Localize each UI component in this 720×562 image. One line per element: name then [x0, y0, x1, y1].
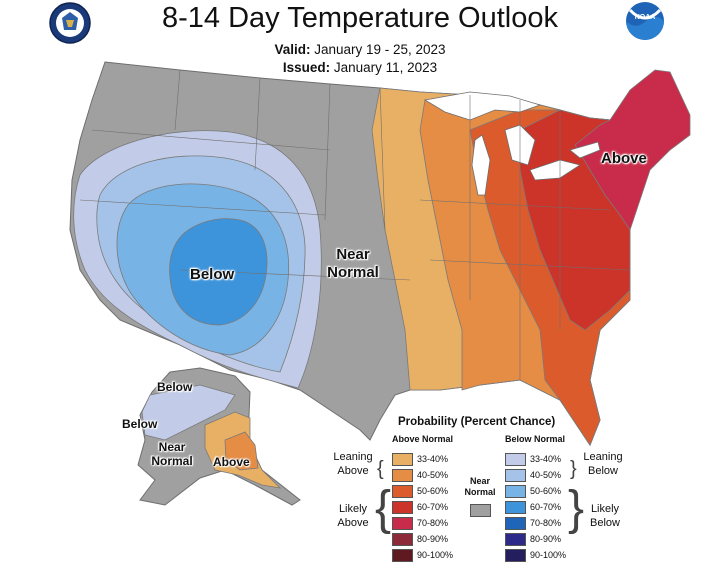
above-bin-swatch [392, 501, 413, 514]
brace-leaning-below: } [570, 458, 577, 480]
brace-likely-below: } [568, 482, 585, 535]
label-conus-near-normal: Near Normal [322, 246, 384, 282]
probability-legend: Probability (Percent Chance) Above Norma… [330, 410, 690, 562]
above-bin-label: 60-70% [417, 502, 449, 512]
leaning-below-line-2: Below [588, 464, 618, 477]
legend-below-header: Below Normal [505, 434, 566, 444]
ak-near-line-1: Near [158, 440, 186, 454]
near-label-line-2: Normal [464, 487, 496, 498]
leaning-below-line-1: Leaning [583, 451, 623, 463]
above-bin-label: 33-40% [417, 454, 449, 464]
valid-line: Valid: January 19 - 25, 2023 [0, 42, 720, 57]
brace-leaning-above: { [377, 458, 384, 480]
likely-below-line-2: Below [590, 516, 620, 529]
above-bin-swatch [392, 517, 413, 530]
above-bin-swatch [392, 453, 413, 466]
likely-above-line-1: Likely [338, 503, 368, 515]
valid-dates: January 19 - 25, 2023 [314, 42, 446, 57]
legend-likely-above: Likely Above [330, 503, 376, 531]
issued-date: January 11, 2023 [333, 60, 438, 75]
state-lines [79, 69, 631, 380]
label-ak-near-normal: Near Normal [150, 440, 194, 469]
leaning-above-line-1: Leaning [333, 451, 373, 463]
legend-above-header: Above Normal [392, 434, 454, 444]
issued-line: Issued: January 11, 2023 [0, 60, 720, 75]
below-bin-swatch [505, 469, 526, 482]
below-bin-swatch [505, 501, 526, 514]
above-bin-swatch [392, 549, 413, 562]
legend-near-normal-swatch [470, 504, 491, 517]
label-ak-below-2: Below [122, 417, 158, 431]
legend-leaning-below: Leaning Below [580, 451, 626, 479]
label-ak-above: Above [213, 455, 250, 469]
above-bin-swatch [392, 469, 413, 482]
below-bin-label: 80-90% [530, 534, 562, 544]
legend-near-normal-label: Near Normal [460, 476, 500, 499]
label-ak-below-1: Below [157, 380, 193, 394]
below-bin-label: 33-40% [530, 454, 562, 464]
below-bin-swatch [505, 549, 526, 562]
label-conus-below: Below [190, 266, 235, 283]
above-bin-label: 50-60% [417, 486, 449, 496]
leaning-above-line-2: Above [337, 464, 369, 477]
above-bin-swatch [392, 485, 413, 498]
alaska-below-33-40 [141, 384, 236, 441]
alaska-above-40-50 [224, 431, 259, 471]
below-bin-swatch [505, 453, 526, 466]
label-conus-above: Above [601, 150, 647, 167]
below-bin-label: 70-80% [530, 518, 562, 528]
near-label-line-1: Near [469, 476, 490, 486]
below-bin-label: 60-70% [530, 502, 562, 512]
legend-likely-below: Likely Below [582, 503, 628, 531]
above-70-80 [574, 69, 691, 231]
noaa-logo-icon [626, 2, 664, 40]
above-bin-label: 40-50% [417, 470, 449, 480]
likely-above-line-2: Above [337, 516, 369, 529]
below-bin-label: 90-100% [530, 550, 567, 560]
below-bin-swatch [505, 485, 526, 498]
below-bin-label: 40-50% [530, 470, 562, 480]
below-bin-swatch [505, 517, 526, 530]
legend-leaning-above: Leaning Above [330, 451, 376, 479]
issued-label: Issued: [282, 60, 331, 75]
brace-likely-above: { [375, 482, 392, 535]
doc-seal-icon [49, 2, 91, 44]
likely-below-line-1: Likely [590, 503, 620, 515]
noaa-logo-text: NOAA [634, 14, 656, 21]
legend-title: Probability (Percent Chance) [398, 416, 556, 428]
above-bin-label: 70-80% [417, 518, 449, 528]
near-line-2: Normal [327, 264, 379, 281]
below-bin-label: 50-60% [530, 486, 562, 496]
ak-near-line-2: Normal [151, 454, 193, 469]
near-line-1: Near [336, 246, 370, 263]
above-bin-label: 90-100% [417, 550, 454, 560]
below-bin-swatch [505, 533, 526, 546]
page-title: 8-14 Day Temperature Outlook [161, 2, 558, 34]
above-bin-label: 80-90% [417, 534, 449, 544]
above-bin-swatch [392, 533, 413, 546]
valid-label: Valid: [274, 42, 311, 57]
